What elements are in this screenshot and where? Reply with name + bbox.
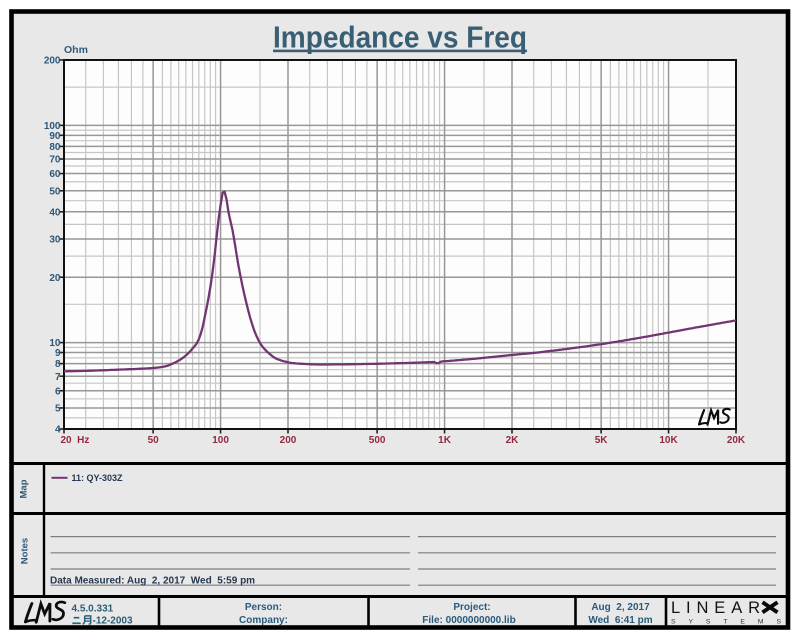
svg-text:50: 50 [148, 435, 160, 446]
svg-text:11: QY-303Z: 11: QY-303Z [72, 473, 124, 483]
svg-text:100: 100 [44, 121, 61, 132]
svg-text:5: 5 [55, 404, 61, 415]
svg-text:Company:: Company: [239, 615, 288, 626]
svg-text:Project:: Project: [453, 602, 490, 613]
svg-text:20K: 20K [727, 435, 746, 446]
svg-text:2K: 2K [506, 435, 520, 446]
svg-text:Ohm: Ohm [64, 44, 88, 56]
svg-text:500: 500 [369, 435, 386, 446]
svg-text:40: 40 [49, 207, 61, 218]
svg-text:20: 20 [49, 273, 61, 284]
svg-text:Data Measured: Aug 2, 2017 W: Data Measured: Aug 2, 2017 Wed 5:59 pm [50, 575, 255, 586]
svg-text:70: 70 [49, 155, 61, 166]
svg-text:Wed 6:41 pm: Wed 6:41 pm [588, 615, 652, 626]
svg-text:1K: 1K [438, 435, 452, 446]
svg-text:-12-2003: -12-2003 [93, 616, 133, 627]
svg-text:Notes: Notes [20, 538, 31, 564]
svg-text:9: 9 [55, 348, 61, 359]
svg-text:100: 100 [212, 435, 229, 446]
svg-text:4.5.0.331: 4.5.0.331 [72, 604, 114, 615]
svg-text:7: 7 [55, 372, 61, 383]
svg-text:Impedance vs Freq: Impedance vs Freq [273, 20, 527, 55]
svg-text:File: 0000000000.lib: File: 0000000000.lib [422, 615, 515, 626]
svg-text:4: 4 [55, 425, 61, 436]
svg-text:Person:: Person: [245, 602, 282, 613]
svg-text:SYSTEMS: SYSTEMS [671, 619, 781, 626]
svg-text:200: 200 [44, 56, 61, 67]
svg-text:80: 80 [49, 142, 61, 153]
svg-text:20 Hz: 20 Hz [61, 435, 90, 446]
svg-text:Aug 2, 2017: Aug 2, 2017 [591, 602, 650, 613]
svg-text:50: 50 [49, 186, 61, 197]
svg-text:10K: 10K [659, 435, 678, 446]
svg-text:Map: Map [19, 479, 30, 498]
svg-text:8: 8 [55, 359, 61, 370]
svg-text:200: 200 [280, 435, 297, 446]
svg-text:6: 6 [55, 386, 61, 397]
svg-text:90: 90 [49, 131, 61, 142]
svg-text:60: 60 [49, 169, 61, 180]
svg-text:10: 10 [49, 338, 61, 349]
svg-text:30: 30 [49, 235, 61, 246]
svg-text:5K: 5K [595, 435, 609, 446]
